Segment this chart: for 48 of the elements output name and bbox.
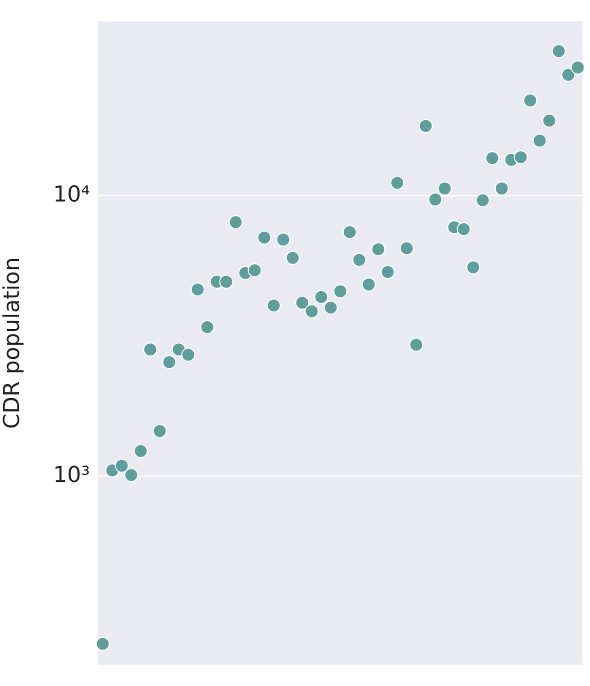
point xyxy=(143,342,158,356)
point xyxy=(390,176,404,190)
point xyxy=(438,181,452,196)
point xyxy=(181,348,196,362)
point xyxy=(570,60,585,74)
point xyxy=(257,230,272,245)
point xyxy=(371,242,386,256)
point xyxy=(485,151,500,166)
point xyxy=(476,193,490,208)
point xyxy=(400,241,414,256)
point xyxy=(266,298,281,312)
point xyxy=(494,181,509,196)
point xyxy=(456,222,471,236)
point xyxy=(219,274,234,289)
point xyxy=(409,338,424,352)
y-tick-label: 10³ xyxy=(53,462,90,488)
point xyxy=(561,68,576,82)
y-axis-title: CDR population xyxy=(0,257,25,429)
point xyxy=(200,320,214,334)
point xyxy=(532,134,547,148)
point xyxy=(286,250,300,265)
point xyxy=(114,458,129,473)
point xyxy=(134,444,148,458)
point xyxy=(428,192,442,207)
point xyxy=(190,282,205,296)
point xyxy=(542,114,556,128)
point xyxy=(523,94,538,108)
point xyxy=(152,424,167,438)
point xyxy=(362,278,376,292)
point xyxy=(418,118,433,133)
point xyxy=(304,304,319,318)
point xyxy=(314,290,328,304)
point xyxy=(552,44,566,58)
point xyxy=(276,232,290,247)
point xyxy=(380,265,395,280)
point xyxy=(324,300,338,315)
point xyxy=(295,296,310,310)
point xyxy=(352,252,366,267)
point xyxy=(162,355,176,370)
point xyxy=(96,636,110,651)
point xyxy=(124,468,138,482)
point xyxy=(466,260,480,274)
point xyxy=(514,150,528,164)
point xyxy=(248,263,262,278)
point xyxy=(228,215,243,230)
point xyxy=(333,284,348,298)
y-tick-label: 10⁴ xyxy=(53,182,90,208)
point xyxy=(342,225,357,240)
